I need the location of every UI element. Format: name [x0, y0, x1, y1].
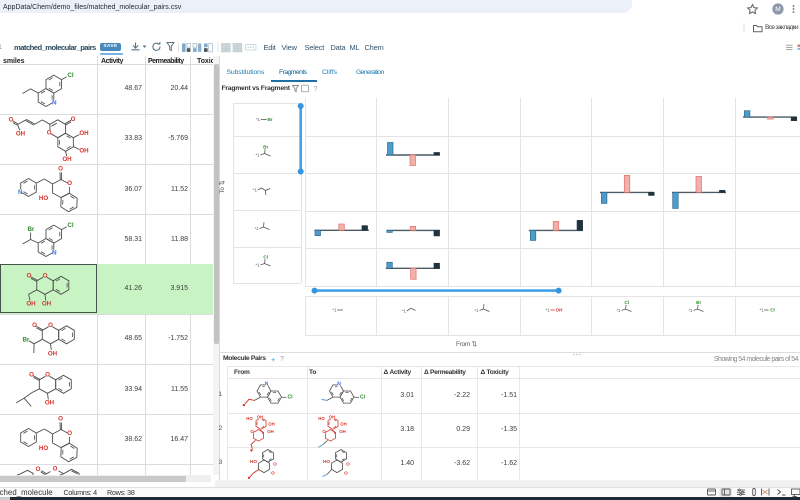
svg-text:O: O [29, 372, 34, 379]
svg-text:O: O [58, 166, 63, 173]
svg-text:O: O [48, 322, 53, 329]
svg-text:N: N [52, 250, 57, 257]
svg-text:HO: HO [39, 445, 48, 452]
svg-text:O: O [53, 466, 58, 473]
svg-text:O: O [32, 322, 37, 329]
svg-text:O: O [9, 117, 14, 124]
svg-text:O: O [58, 416, 63, 423]
svg-text:Cl: Cl [67, 222, 73, 229]
svg-text:HO: HO [39, 195, 48, 202]
svg-text:O: O [71, 116, 76, 123]
svg-text:OH: OH [62, 156, 72, 163]
svg-text:O: O [67, 430, 72, 437]
svg-text:O: O [36, 466, 41, 473]
svg-text:N: N [18, 189, 23, 196]
svg-text:OH: OH [48, 351, 58, 358]
svg-text:N: N [52, 100, 57, 107]
svg-text:OH: OH [79, 147, 89, 154]
svg-text:OH: OH [16, 130, 26, 137]
svg-text:OH: OH [45, 400, 55, 407]
svg-text:O: O [45, 371, 50, 378]
svg-text:Br: Br [27, 226, 34, 233]
svg-text:O: O [67, 180, 72, 187]
svg-text:Cl: Cl [67, 72, 73, 79]
svg-text:OH: OH [79, 130, 89, 137]
svg-text:Br: Br [22, 337, 29, 344]
svg-text:O: O [47, 130, 52, 137]
